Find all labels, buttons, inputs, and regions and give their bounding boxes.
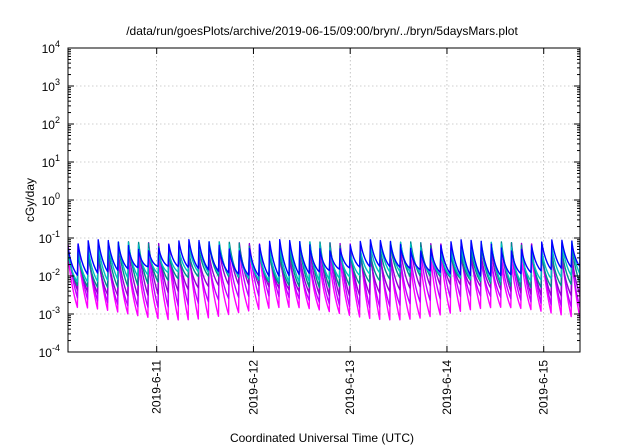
x-tick-labels: 2019-6-11 2019-6-12 2019-6-13 2019-6-14 2019… <box>150 360 551 415</box>
y-tick-label: 10-2 <box>39 267 60 284</box>
series-layer <box>68 239 580 321</box>
y-tick-label: 10-1 <box>39 229 60 246</box>
series-line <box>68 242 580 297</box>
y-tick-label: 10-3 <box>39 305 60 322</box>
chart-title: /data/run/goesPlots/archive/2019-06-15/0… <box>126 24 518 38</box>
y-axis-label: cGy/day <box>23 178 37 222</box>
y-tick-label: 100 <box>42 191 60 208</box>
y-tick-label: 101 <box>42 153 60 170</box>
series-line <box>68 245 580 321</box>
y-tick-label: 10-4 <box>39 343 60 360</box>
y-tick-label: 104 <box>42 39 60 56</box>
x-tick-label: 2019-6-13 <box>343 360 357 415</box>
y-tick-label: 103 <box>42 77 60 94</box>
x-tick-label: 2019-6-15 <box>537 360 551 415</box>
x-axis-label: Coordinated Universal Time (UTC) <box>230 431 414 445</box>
x-tick-label: 2019-6-12 <box>246 360 260 415</box>
y-tick-labels: 10-4 10-3 10-2 10-1 100 101 102 103 104 <box>39 39 60 360</box>
series-line <box>68 239 580 277</box>
y-tick-label: 102 <box>42 115 60 132</box>
x-tick-label: 2019-6-11 <box>150 360 164 414</box>
plot-frame <box>67 47 581 353</box>
x-tick-label: 2019-6-14 <box>440 360 454 415</box>
series-line <box>68 243 580 308</box>
